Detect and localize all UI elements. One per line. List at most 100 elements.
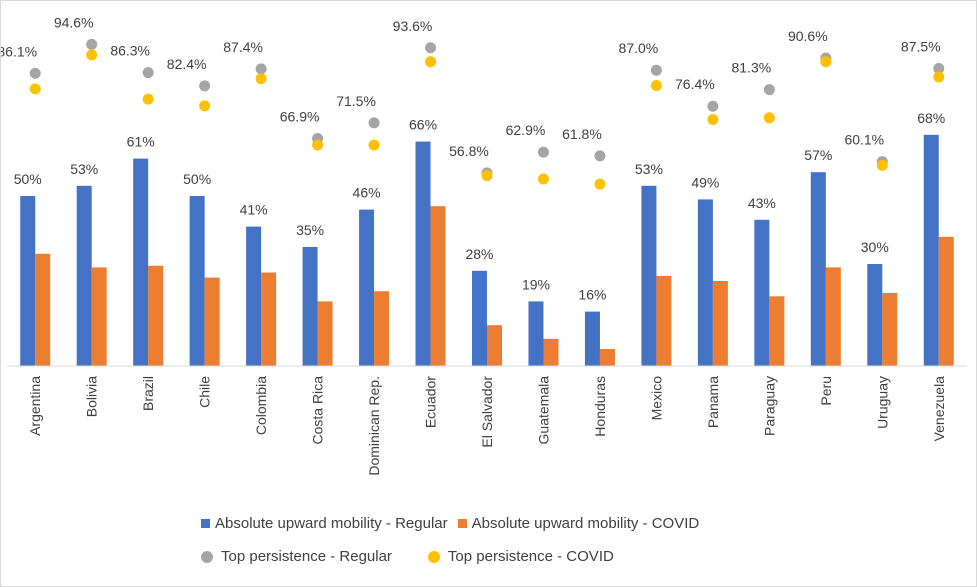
- legend-item-mobility-covid: Absolute upward mobility - COVID: [457, 515, 700, 532]
- bar-regular-panama: [697, 199, 713, 366]
- category-label-uruguay: Uruguay: [874, 376, 890, 429]
- dot-persistence-covid-chile: [199, 100, 211, 112]
- legend-swatch-orange: [457, 519, 467, 528]
- bar-regular-venezuela: [923, 134, 939, 366]
- data-label-persistence-dominican-rep: 71.5%: [336, 93, 376, 109]
- data-label-mobility-el-salvador: 28%: [465, 246, 493, 262]
- bar-regular-uruguay: [867, 264, 883, 366]
- dot-persistence-regular-guatemala: [537, 146, 549, 158]
- bar-covid-costa-rica: [317, 301, 333, 366]
- dot-persistence-regular-ecuador: [425, 42, 437, 54]
- dot-persistence-covid-bolivia: [86, 49, 98, 61]
- bar-regular-honduras: [584, 311, 600, 366]
- dot-persistence-covid-el-salvador: [481, 170, 493, 182]
- category-label-peru: Peru: [818, 376, 834, 406]
- legend-item-persistence-covid: Top persistence - COVID: [427, 548, 614, 565]
- category-label-brazil: Brazil: [140, 376, 156, 411]
- dot-persistence-regular-venezuela: [933, 63, 945, 74]
- data-label-mobility-brazil: 61%: [127, 134, 155, 150]
- dot-persistence-covid-argentina: [29, 83, 41, 95]
- bar-regular-brazil: [133, 158, 149, 366]
- bar-covid-argentina: [35, 253, 51, 366]
- legend-label-mobility-covid: Absolute upward mobility - COVID: [471, 515, 700, 532]
- data-label-persistence-bolivia: 94.6%: [54, 14, 94, 30]
- dot-persistence-covid-peru: [820, 56, 832, 68]
- data-label-mobility-venezuela: 68%: [917, 110, 945, 126]
- dot-persistence-covid-panama: [707, 114, 719, 125]
- bar-regular-colombia: [246, 226, 262, 366]
- data-label-mobility-costa-rica: 35%: [296, 222, 324, 238]
- dot-persistence-covid-guatemala: [537, 173, 549, 185]
- data-label-mobility-honduras: 16%: [578, 287, 606, 303]
- dot-persistence-regular-argentina: [29, 67, 41, 79]
- bar-covid-honduras: [599, 349, 615, 366]
- legend-swatch-gray-dot: [201, 550, 213, 563]
- bar-covid-panama: [712, 281, 728, 366]
- bar-covid-brazil: [148, 265, 164, 366]
- dot-persistence-covid-costa-rica: [312, 139, 324, 151]
- bar-covid-dominican-rep: [374, 291, 390, 366]
- dot-persistence-covid-honduras: [594, 178, 606, 190]
- bar-covid-peru: [825, 267, 841, 366]
- category-label-chile: Chile: [197, 376, 213, 408]
- data-label-mobility-argentina: 50%: [14, 171, 42, 187]
- data-label-persistence-ecuador: 93.6%: [393, 18, 433, 34]
- legend-label-persistence-covid: Top persistence - COVID: [447, 548, 614, 565]
- data-label-persistence-panama: 76.4%: [675, 76, 715, 92]
- bar-covid-chile: [204, 277, 220, 366]
- legend-label-mobility-regular: Absolute upward mobility - Regular: [215, 515, 448, 532]
- bar-covid-paraguay: [769, 296, 785, 366]
- bar-covid-mexico: [656, 275, 672, 366]
- bar-regular-paraguay: [754, 219, 770, 366]
- data-label-persistence-uruguay: 60.1%: [844, 132, 884, 148]
- dot-persistence-covid-colombia: [255, 73, 267, 85]
- category-label-colombia: Colombia: [253, 376, 269, 435]
- bar-covid-colombia: [261, 272, 277, 366]
- data-label-persistence-paraguay: 81.3%: [732, 60, 772, 76]
- dot-persistence-covid-paraguay: [763, 112, 775, 124]
- data-label-mobility-paraguay: 43%: [748, 195, 776, 211]
- legend-item-mobility-regular: Absolute upward mobility - Regular: [201, 515, 448, 532]
- bar-covid-uruguay: [882, 292, 898, 366]
- dot-persistence-regular-bolivia: [86, 38, 98, 50]
- chart-plot: 50% 86.1% Argentina 53% 94.6% Bolivia 61% 86.3%…: [1, 14, 967, 476]
- data-label-mobility-peru: 57%: [804, 147, 832, 163]
- legend-swatch-blue: [201, 519, 210, 528]
- category-label-mexico: Mexico: [648, 376, 664, 421]
- dot-persistence-covid-brazil: [142, 93, 154, 105]
- category-label-honduras: Honduras: [592, 376, 608, 437]
- bar-regular-ecuador: [415, 141, 431, 366]
- bar-regular-bolivia: [76, 185, 92, 366]
- dot-persistence-regular-honduras: [594, 150, 606, 162]
- category-label-ecuador: Ecuador: [423, 376, 439, 428]
- legend-item-persistence-regular: Top persistence - Regular: [201, 548, 392, 565]
- bar-regular-peru: [810, 172, 826, 366]
- data-label-mobility-panama: 49%: [691, 174, 719, 190]
- legend-label-persistence-regular: Top persistence - Regular: [221, 548, 392, 565]
- data-label-mobility-bolivia: 53%: [70, 161, 98, 177]
- data-label-mobility-dominican-rep: 46%: [353, 185, 381, 201]
- data-label-persistence-mexico: 87.0%: [619, 40, 659, 56]
- dot-persistence-covid-venezuela: [933, 71, 945, 83]
- bar-regular-guatemala: [528, 301, 544, 366]
- data-label-persistence-honduras: 61.8%: [562, 126, 602, 142]
- category-label-venezuela: Venezuela: [931, 376, 947, 442]
- dot-persistence-regular-chile: [199, 80, 211, 92]
- data-label-persistence-colombia: 87.4%: [223, 39, 263, 55]
- category-label-dominican-rep: Dominican Rep.: [366, 376, 382, 476]
- dot-persistence-regular-panama: [707, 100, 719, 112]
- data-label-mobility-guatemala: 19%: [522, 276, 550, 292]
- dot-persistence-regular-mexico: [650, 64, 662, 76]
- category-label-guatemala: Guatemala: [535, 376, 551, 445]
- data-label-persistence-venezuela: 87.5%: [901, 39, 941, 55]
- bar-regular-mexico: [641, 185, 657, 366]
- bar-covid-el-salvador: [487, 325, 502, 366]
- dot-persistence-regular-paraguay: [763, 84, 775, 96]
- bar-covid-ecuador: [430, 206, 446, 366]
- dot-persistence-regular-colombia: [255, 63, 267, 75]
- bar-covid-venezuela: [938, 236, 954, 366]
- bar-regular-argentina: [20, 196, 36, 366]
- bar-covid-bolivia: [91, 267, 107, 366]
- dot-persistence-regular-brazil: [142, 67, 154, 79]
- category-label-panama: Panama: [705, 376, 721, 428]
